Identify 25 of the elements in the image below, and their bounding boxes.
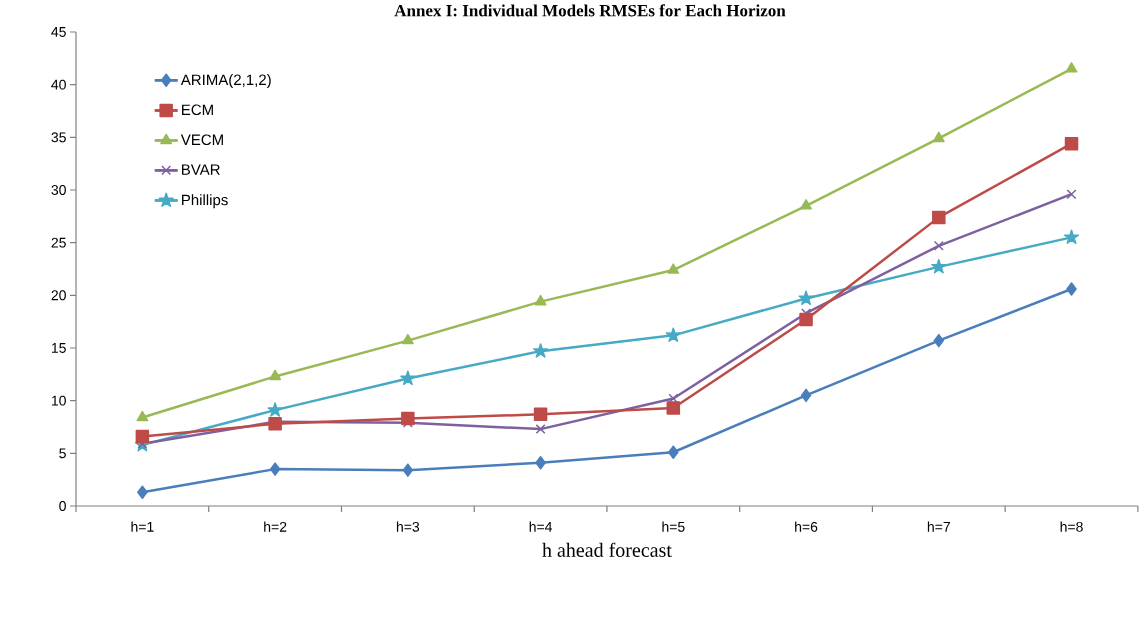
x-axis-title: h ahead forecast bbox=[542, 542, 672, 557]
x-tick-label: h=5 bbox=[662, 521, 685, 532]
y-tick-label: 0 bbox=[59, 501, 66, 511]
y-tick-label: 45 bbox=[51, 27, 66, 37]
x-tick-label: h=7 bbox=[927, 521, 950, 532]
y-tick-label: 5 bbox=[59, 448, 66, 459]
y-tick-label: 25 bbox=[51, 237, 66, 248]
x-tick-label: h=6 bbox=[795, 521, 818, 532]
y-tick-label: 10 bbox=[51, 395, 66, 406]
y-tick-label: 35 bbox=[51, 132, 66, 143]
x-tick-label: h=3 bbox=[396, 521, 420, 532]
x-tick-label: h=8 bbox=[1060, 521, 1083, 532]
legend-label: Phillips bbox=[182, 194, 228, 209]
legend-label: BVAR bbox=[182, 164, 220, 175]
y-tick-label: 15 bbox=[51, 343, 66, 353]
legend-label: ECM bbox=[182, 104, 213, 116]
x-tick-label: h=4 bbox=[529, 521, 553, 532]
chart-title: Annex I: Individual Models RMSEs for Each Horizon bbox=[394, 4, 786, 17]
x-tick-label: h=1 bbox=[131, 521, 154, 532]
y-tick-label: 30 bbox=[51, 185, 66, 195]
legend-label: VECM bbox=[180, 134, 223, 146]
legend-label: ARIMA(2,1,2) bbox=[180, 74, 271, 89]
y-tick-label: 20 bbox=[51, 290, 66, 301]
y-tick-label: 40 bbox=[51, 79, 66, 90]
x-tick-label: h=2 bbox=[264, 521, 287, 532]
